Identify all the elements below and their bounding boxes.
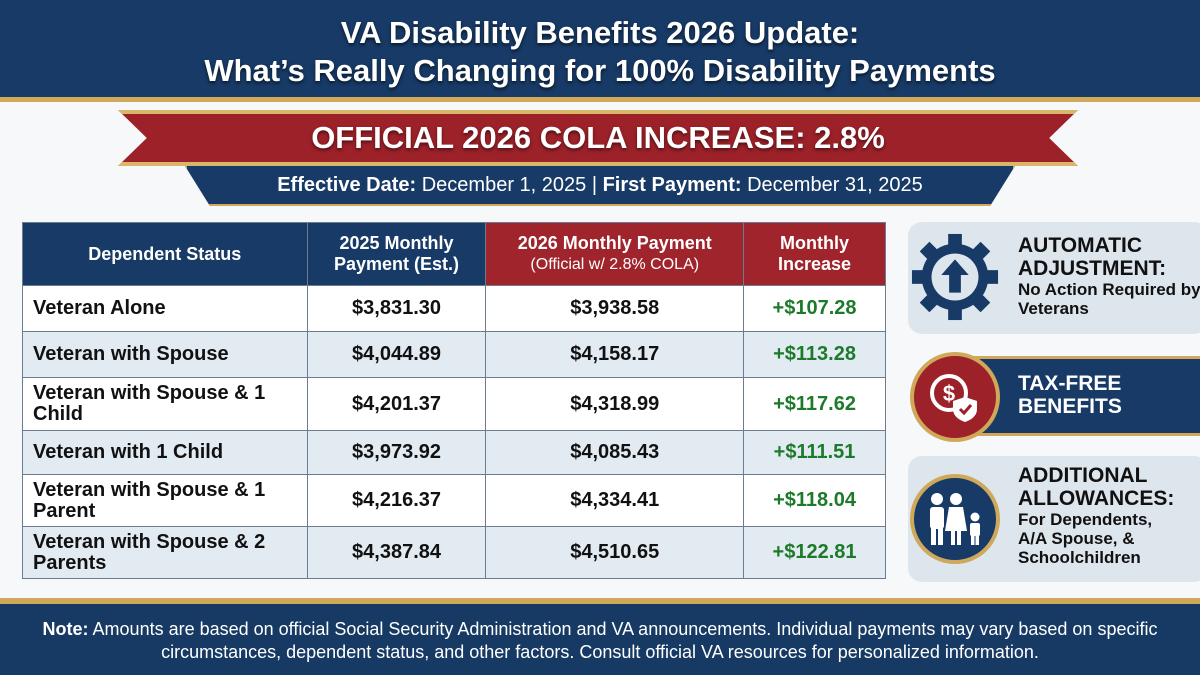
header-sub: (Official w/ 2.8% COLA) (530, 256, 700, 273)
cell-pay2026: $3,938.58 (485, 285, 745, 332)
column-header: Monthly Increase (743, 222, 886, 286)
table-row: Veteran with Spouse & 2 Parents $4,387.84… (22, 526, 886, 579)
card-title: AUTOMATIC ADJUSTMENT: (1018, 234, 1167, 280)
effective-label: Effective Date: (277, 174, 417, 196)
page-header: VA Disability Benefits 2026 Update: What… (0, 0, 1200, 102)
svg-text:$: $ (943, 381, 955, 406)
card-desc: No Action Required by Veterans (1018, 280, 1200, 318)
title-line-1: VA Disability Benefits 2026 Update: (340, 15, 860, 50)
cell-pay2025: $4,216.37 (306, 474, 487, 527)
tax-free-text: TAX-FREE BENEFITS (1018, 372, 1158, 418)
gear-up-arrow-icon (910, 232, 1000, 322)
header-label: 2025 Monthly (339, 233, 454, 253)
effective-value: December 1, 2025 (421, 174, 587, 196)
first-payment-value: December 31, 2025 (747, 174, 923, 196)
additional-allowances-text: ADDITIONAL ALLOWANCES: For Dependents, A… (1018, 464, 1193, 567)
table-row: Veteran with 1 Child $3,973.92 $4,085.43 +$… (22, 430, 886, 475)
cell-pay2026: $4,158.17 (485, 331, 745, 378)
card-desc: For Dependents, A/A Spouse, & Schoolchil… (1018, 510, 1153, 567)
first-payment-label: First Payment: (602, 174, 742, 196)
cell-pay2026: $4,334.41 (485, 474, 745, 527)
title-line-2: What’s Really Changing for 100% Disabili… (204, 53, 996, 88)
header-label: Dependent Status (88, 243, 242, 264)
cell-status: Veteran with Spouse & 2 Parents (22, 526, 308, 579)
cell-status: Veteran with 1 Child (22, 430, 308, 475)
header-label: Monthly (780, 233, 850, 253)
automatic-adjustment-card: AUTOMATIC ADJUSTMENT: No Action Required… (908, 222, 1200, 334)
footer-note: Note: Amounts are based on official Soci… (0, 598, 1200, 675)
dollar-shield-icon: $ (910, 352, 1000, 442)
cola-banner: OFFICIAL 2026 COLA INCREASE: 2.8% (118, 110, 1078, 166)
header-sub: Payment (Est.) (333, 254, 460, 274)
automatic-adjustment-text: AUTOMATIC ADJUSTMENT: No Action Required… (1018, 234, 1200, 318)
cell-increase: +$117.62 (743, 377, 886, 431)
additional-allowances-card: ADDITIONAL ALLOWANCES: For Dependents, A… (908, 456, 1200, 582)
cell-increase: +$113.28 (743, 331, 886, 378)
cell-pay2025: $3,973.92 (306, 430, 487, 475)
table-row: Veteran with Spouse & 1 Parent $4,216.37 $… (22, 474, 886, 527)
table-row: Veteran with Spouse & 1 Child $4,201.37 $4… (22, 377, 886, 431)
cell-status: Veteran with Spouse & 1 Parent (22, 474, 308, 527)
payment-table: Dependent Status 2025 Monthly Payment (Est… (22, 222, 886, 579)
cell-pay2025: $3,831.30 (306, 285, 487, 332)
column-header: Dependent Status (22, 222, 308, 286)
cell-pay2026: $4,085.43 (485, 430, 745, 475)
cell-increase: +$118.04 (743, 474, 886, 527)
cell-pay2026: $4,510.65 (485, 526, 745, 579)
cell-increase: +$122.81 (743, 526, 886, 579)
cell-pay2026: $4,318.99 (485, 377, 745, 431)
cell-pay2025: $4,387.84 (306, 526, 487, 579)
dates-bar: Effective Date: December 1, 2025 | First… (185, 166, 1015, 206)
column-header: 2025 Monthly Payment (Est.) (306, 222, 487, 286)
cell-pay2025: $4,201.37 (306, 377, 487, 431)
table-row: Veteran with Spouse $4,044.89 $4,158.17 +$1… (22, 331, 886, 378)
cell-increase: +$111.51 (743, 430, 886, 475)
cell-increase: +$107.28 (743, 285, 886, 332)
cell-status: Veteran with Spouse (22, 331, 308, 378)
card-title: TAX-FREE BENEFITS (1018, 372, 1122, 418)
column-header: 2026 Monthly Payment (Official w/ 2.8% CO… (485, 222, 745, 286)
card-title: ADDITIONAL ALLOWANCES: (1018, 464, 1175, 510)
cell-pay2025: $4,044.89 (306, 331, 487, 378)
table-row: Veteran Alone $3,831.30 $3,938.58 +$107.28 (22, 285, 886, 332)
cell-status: Veteran Alone (22, 285, 308, 332)
family-icon (910, 474, 1000, 564)
note-label: Note: (42, 619, 89, 639)
cell-status: Veteran with Spouse & 1 Child (22, 377, 308, 431)
header-label: 2026 Monthly Payment (517, 233, 712, 253)
header-sub: Increase (778, 254, 852, 274)
separator: | (591, 174, 598, 196)
note-text: Amounts are based on official Social Sec… (92, 619, 1158, 662)
